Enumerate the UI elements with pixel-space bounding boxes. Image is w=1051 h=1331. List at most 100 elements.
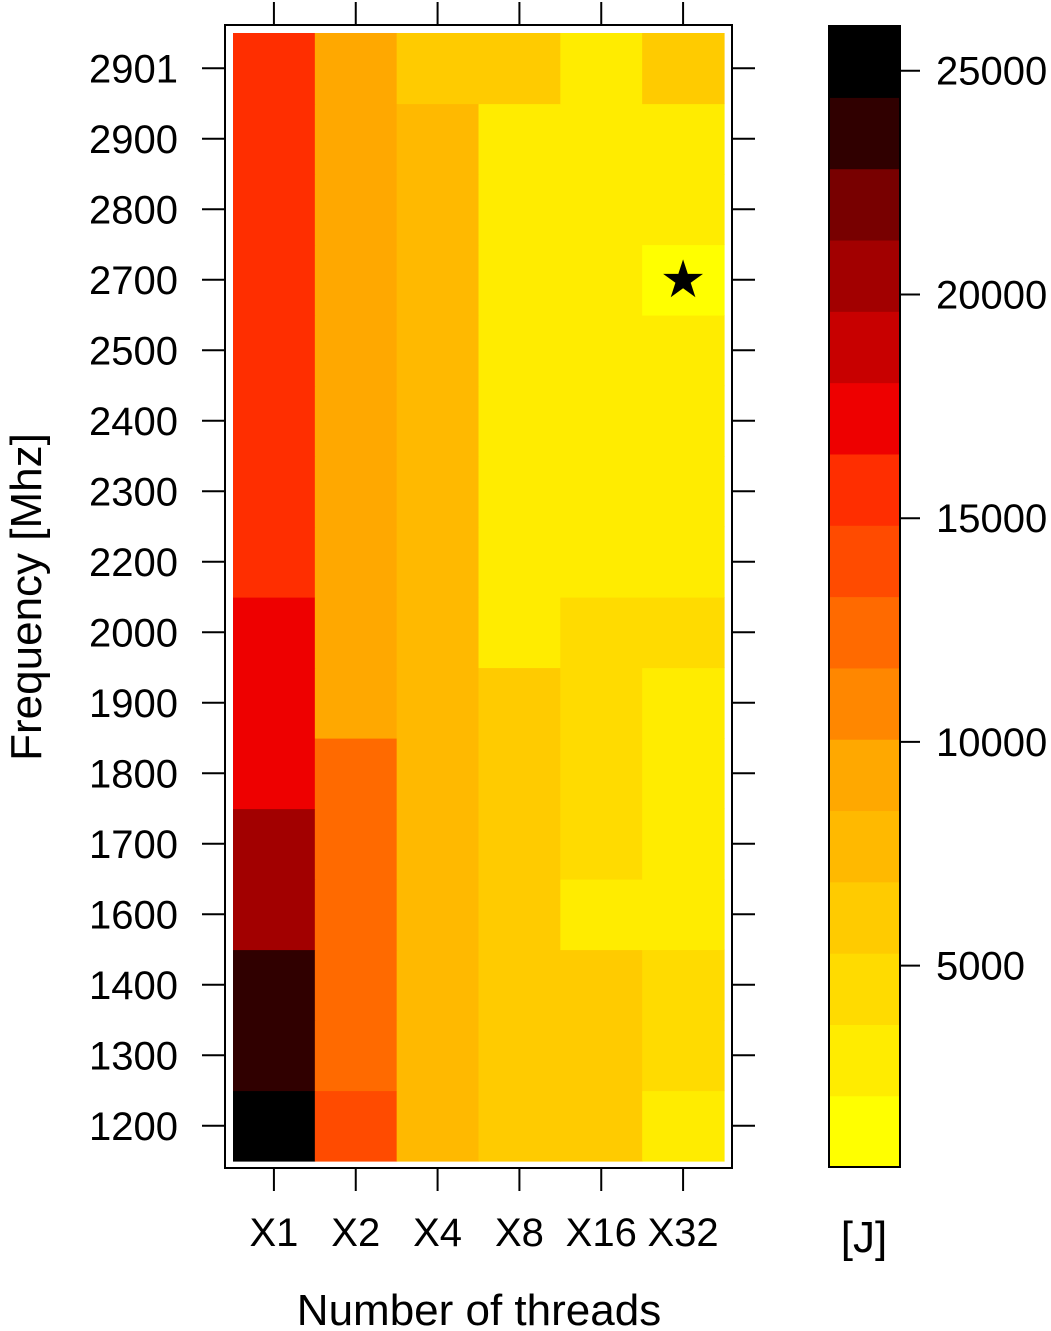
heatmap-cell-x8-2300: [478, 456, 561, 528]
colorbar-swatch: [829, 97, 900, 170]
y-tick-label: 1200: [89, 1105, 178, 1149]
heatmap-cell-x8-1200: [478, 1090, 561, 1162]
y-axis-label: Frequency [Mhz]: [2, 433, 51, 761]
colorbar-swatch: [829, 881, 900, 954]
y-tick-label: 2000: [89, 611, 178, 655]
heatmap-cell-x32-1600: [642, 879, 725, 951]
x-tick-label: X8: [495, 1211, 544, 1255]
heatmap-cell-x4-2300: [396, 456, 480, 528]
heatmap-cell-x4-1600: [396, 879, 480, 951]
heatmap-cell-x4-2400: [396, 385, 480, 457]
y-tick-label: 2300: [89, 470, 178, 514]
heatmap-cell-x1-2300: [233, 456, 316, 528]
heatmap-cell-x4-2700: [396, 244, 480, 316]
y-tick-label: 2800: [89, 188, 178, 232]
colorbar-swatch: [829, 382, 900, 455]
y-tick-label: 1700: [89, 823, 178, 867]
heatmap-cell-x32-1800: [642, 738, 725, 810]
heatmap-cell-x8-2900: [478, 103, 561, 175]
heatmap-cell-x32-2000: [642, 597, 725, 669]
heatmap-cell-x16-1900: [560, 667, 643, 739]
heatmap-cell-x1-2000: [233, 597, 316, 669]
heatmap-cell-x16-2200: [560, 526, 643, 598]
heatmap-cell-x8-2700: [478, 244, 561, 316]
heatmap-cell-x16-2000: [560, 597, 643, 669]
y-tick-label: 2500: [89, 329, 178, 373]
colorbar-tick-label: 25000: [936, 50, 1047, 94]
x-tick-label: X16: [566, 1211, 637, 1255]
heatmap-cell-x2-2900: [314, 103, 398, 175]
heatmap-cell-x32-2900: [642, 103, 725, 175]
heatmap-cell-x16-1800: [560, 738, 643, 810]
heatmap-cell-x32-2400: [642, 385, 725, 457]
colorbar-swatch: [829, 26, 900, 98]
heatmap-cell-x1-2800: [233, 174, 316, 246]
heatmap-cell-x16-1700: [560, 808, 643, 880]
heatmap-cell-x16-2300: [560, 456, 643, 528]
heatmap-cell-x16-2700: [560, 244, 643, 316]
heatmap-cell-x1-2700: [233, 244, 316, 316]
y-tick-label: 2900: [89, 118, 178, 162]
heatmap-cell-x2-1200: [314, 1090, 398, 1162]
heatmap-cell-x4-1700: [396, 808, 480, 880]
heatmap-cell-x1-1300: [233, 1020, 316, 1092]
colorbar: 5000 10000 15000 20000 25000: [828, 25, 1047, 1168]
heatmap-cell-x32-2700: [642, 244, 725, 316]
colorbar-label: [J]: [841, 1213, 887, 1262]
heatmap-cell-x1-1700: [233, 808, 316, 880]
heatmap-cell-x1-2500: [233, 315, 316, 387]
heatmap-cell-x4-2901: [396, 33, 480, 105]
y-axis: 1200 1300 1400 1600 1700 1800 1900 2000 2200 2300…: [89, 47, 755, 1149]
heatmap-cell-x8-1600: [478, 879, 561, 951]
colorbar-swatch: [829, 667, 900, 740]
y-tick-label: 1400: [89, 964, 178, 1008]
y-tick-label: 2400: [89, 400, 178, 444]
colorbar-swatch: [829, 953, 900, 1025]
heatmap-cell-x1-2901: [233, 33, 316, 105]
heatmap-cell-x2-1300: [314, 1020, 398, 1092]
heatmap-cell-x32-2300: [642, 456, 725, 528]
heatmap-cell-x2-1700: [314, 808, 398, 880]
colorbar-swatch: [829, 453, 900, 526]
heatmap-cell-x1-1400: [233, 949, 316, 1021]
plot-border: [224, 24, 733, 1169]
heatmap-cell-x2-2200: [314, 526, 398, 598]
colorbar-swatch: [829, 596, 900, 669]
heatmap-cell-x8-2800: [478, 174, 561, 246]
heatmap-cell-x8-2500: [478, 315, 561, 387]
heatmap-cell-x8-1700: [478, 808, 561, 880]
heatmap-cell-x1-1200: [233, 1090, 316, 1162]
heatmap-cell-x16-1200: [560, 1090, 643, 1162]
y-tick-label: 2700: [89, 259, 178, 303]
y-tick-label: 2901: [89, 47, 178, 91]
heatmap-cell-x2-1800: [314, 738, 398, 810]
heatmap-cell-x16-2400: [560, 385, 643, 457]
heatmap-cell-x2-2300: [314, 456, 398, 528]
heatmap-cell-x8-1900: [478, 667, 561, 739]
colorbar-border: [828, 25, 901, 1168]
heatmap-cell-x2-1400: [314, 949, 398, 1021]
x-tick-label: X2: [331, 1211, 380, 1255]
y-tick-label: 1300: [89, 1034, 178, 1078]
heatmap-cell-x2-2000: [314, 597, 398, 669]
heatmap-cell-x1-1900: [233, 667, 316, 739]
heatmap-cell-x32-1900: [642, 667, 725, 739]
colorbar-swatch: [829, 168, 900, 241]
colorbar-tick-label: 20000: [936, 273, 1047, 317]
heatmap-cell-x16-2800: [560, 174, 643, 246]
heatmap-cell-x16-1400: [560, 949, 643, 1021]
colorbar-tick-label: 15000: [936, 497, 1047, 541]
heatmap-cell-x8-2200: [478, 526, 561, 598]
x-axis-label: Number of threads: [297, 1286, 661, 1331]
y-tick-label: 2200: [89, 541, 178, 585]
heatmap-cell-x4-2500: [396, 315, 480, 387]
heatmap-cell-x4-1400: [396, 949, 480, 1021]
heatmap-cell-x32-1200: [642, 1090, 725, 1162]
heatmap-cell-x1-2400: [233, 385, 316, 457]
heatmap-cell-x1-1800: [233, 738, 316, 810]
heatmap-cell-x1-2900: [233, 103, 316, 175]
heatmap-cell-x32-2500: [642, 315, 725, 387]
heatmap-cell-x4-2900: [396, 103, 480, 175]
heatmap-cell-x2-1900: [314, 667, 398, 739]
